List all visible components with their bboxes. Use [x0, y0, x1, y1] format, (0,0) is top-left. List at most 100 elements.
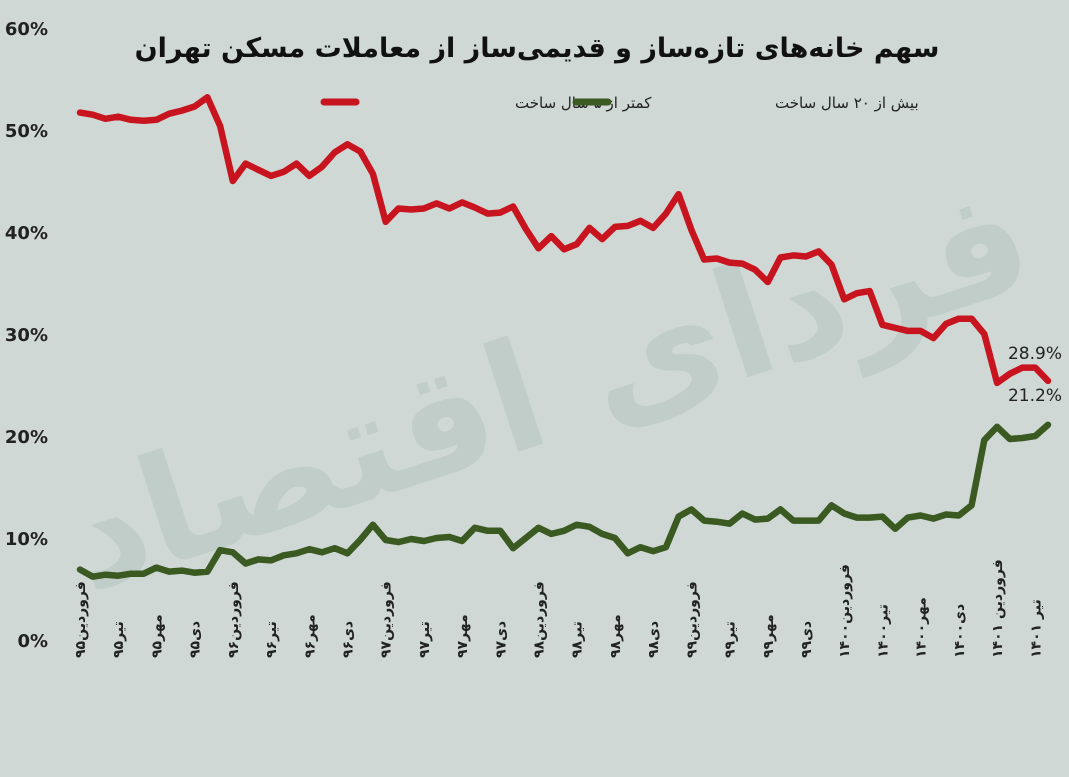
data-point — [994, 424, 1000, 430]
x-tick-label: تیر۱۴۰۰ — [875, 604, 891, 658]
data-point — [981, 437, 987, 443]
data-point — [306, 173, 312, 179]
data-point — [102, 116, 109, 122]
x-tick-label: مهر۹۶ — [302, 614, 318, 658]
data-point — [701, 256, 707, 263]
data-point — [548, 531, 554, 537]
x-tick-label: فروردین ۱۴۰۱ — [990, 559, 1006, 658]
x-tick-label: دی۹۹ — [799, 621, 815, 658]
data-point — [153, 565, 159, 571]
x-tick-label: فروردین۹۷ — [379, 581, 395, 658]
data-point — [752, 267, 758, 273]
data-point — [701, 518, 707, 524]
data-point — [854, 290, 860, 296]
data-point — [714, 519, 720, 525]
data-point — [663, 544, 669, 550]
data-point — [217, 123, 223, 129]
data-point — [204, 569, 210, 575]
data-point — [141, 118, 147, 124]
y-axis: 0% 10% 20% 30% 40% 50% 60% — [5, 19, 48, 652]
data-point — [1045, 422, 1051, 428]
data-point — [102, 572, 109, 578]
data-point — [714, 255, 720, 262]
data-point — [867, 288, 873, 294]
data-point — [434, 535, 440, 541]
data-point — [943, 511, 949, 518]
y-tick-label: 60% — [5, 19, 48, 40]
x-tick-label: تیر۹۹ — [723, 621, 739, 658]
data-point — [599, 531, 605, 537]
data-point — [319, 164, 325, 170]
data-point — [523, 226, 529, 232]
data-point — [803, 253, 809, 260]
data-point — [994, 380, 1000, 386]
data-point — [727, 260, 733, 266]
data-point — [344, 141, 351, 147]
y-tick-label: 30% — [5, 325, 48, 346]
chart-title: سهم خانه‌های تازه‌ساز و قدیمی‌ساز از معا… — [135, 33, 940, 64]
data-point — [243, 161, 249, 167]
data-point — [319, 549, 325, 555]
x-tick-label: فروردین۹۹ — [684, 581, 700, 658]
data-point — [1045, 378, 1051, 384]
data-point — [434, 200, 440, 206]
data-point — [459, 538, 465, 544]
y-tick-label: 0% — [17, 631, 48, 652]
x-tick-label: مهر۹۸ — [608, 614, 624, 658]
data-point — [586, 225, 593, 231]
legend-item-old: بیش از ۲۰ سال ساخت — [572, 94, 919, 112]
data-point — [243, 560, 249, 567]
data-point — [268, 173, 274, 179]
data-point — [676, 191, 682, 197]
data-point — [446, 205, 452, 212]
data-point — [956, 316, 962, 322]
data-point — [357, 148, 363, 154]
data-point — [548, 233, 554, 239]
data-point — [383, 219, 389, 225]
data-point — [574, 241, 580, 247]
data-point — [293, 161, 300, 167]
data-point — [650, 225, 656, 231]
x-tick-label: تیر۹۶ — [264, 621, 280, 658]
data-point — [230, 549, 236, 555]
data-point — [77, 110, 83, 116]
data-point — [816, 518, 822, 524]
data-point — [332, 149, 338, 155]
data-point — [612, 224, 618, 230]
data-point — [370, 171, 376, 177]
data-point — [943, 321, 949, 327]
data-point — [969, 502, 975, 508]
data-point — [485, 528, 491, 534]
data-point — [777, 506, 784, 512]
data-point — [383, 537, 389, 543]
data-point — [370, 522, 376, 528]
data-point — [688, 227, 695, 233]
data-point — [625, 223, 631, 229]
y-tick-label: 50% — [5, 121, 48, 142]
data-point — [281, 552, 287, 558]
data-point — [765, 279, 771, 285]
data-point — [828, 262, 835, 268]
data-point — [676, 514, 682, 520]
data-point — [752, 517, 758, 523]
data-point — [561, 528, 567, 534]
data-point — [650, 548, 656, 554]
y-tick-label: 20% — [5, 427, 48, 448]
data-point — [459, 199, 465, 205]
data-point — [790, 252, 796, 258]
x-tick-label: فروردین۹۸ — [532, 581, 548, 658]
data-point — [523, 535, 529, 541]
data-point — [930, 516, 937, 522]
data-point — [612, 535, 618, 541]
data-point — [918, 512, 924, 519]
x-tick-label: تیر۹۷ — [417, 621, 433, 658]
data-point — [255, 167, 261, 173]
data-point — [625, 550, 631, 556]
data-point — [905, 328, 911, 334]
data-point — [905, 515, 911, 521]
watermark: فردای اقتصاد — [45, 151, 1052, 627]
data-point — [803, 518, 809, 524]
data-point — [879, 322, 886, 328]
data-point — [918, 328, 924, 334]
